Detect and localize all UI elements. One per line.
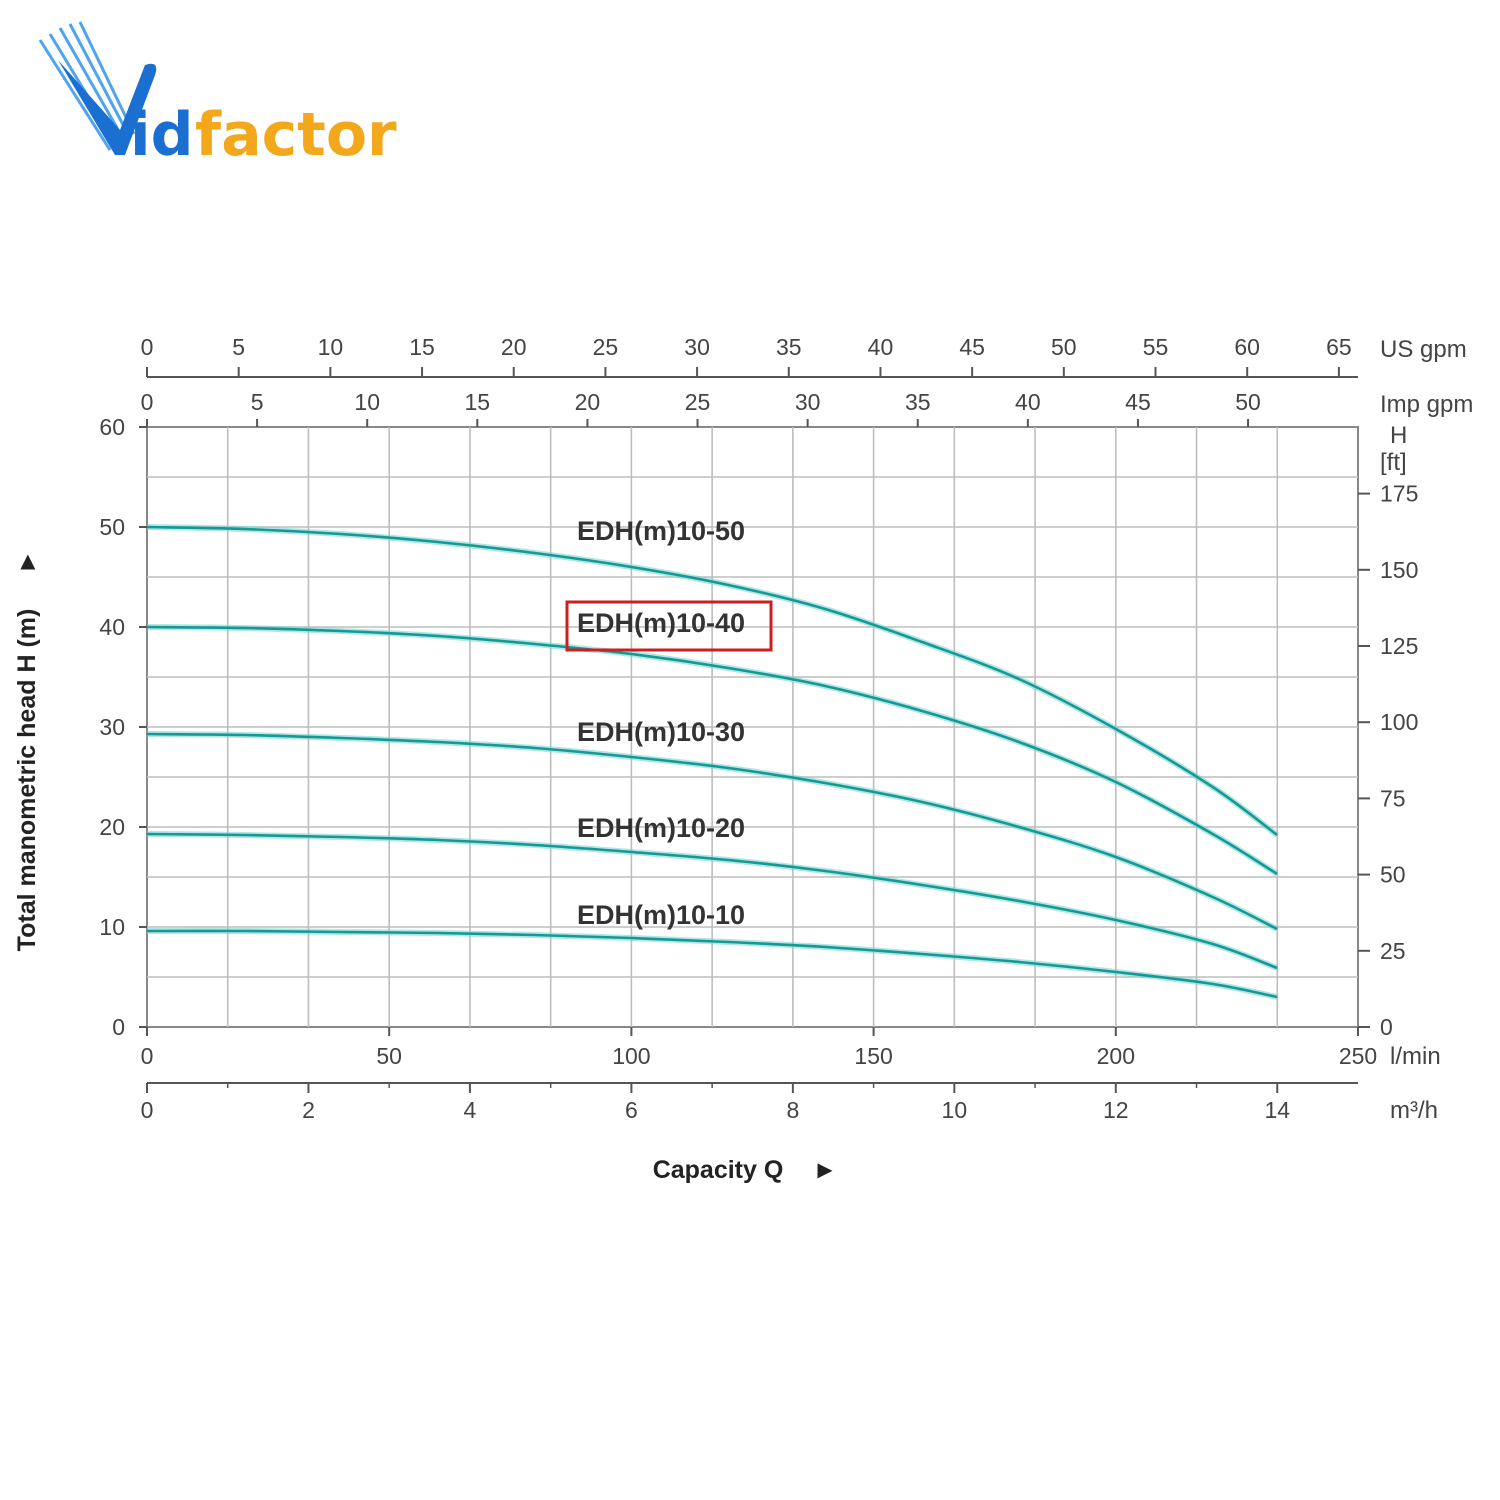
lmin-unit: l/min: [1390, 1043, 1441, 1070]
y-tick-label: 40: [99, 614, 125, 640]
ft-tick-label: 0: [1380, 1014, 1393, 1040]
x-tick-label: 100: [612, 1043, 650, 1069]
imp-gpm-tick-label: 25: [685, 389, 711, 415]
y-tick-label: 0: [112, 1014, 125, 1040]
us-gpm-tick-label: 25: [593, 334, 619, 360]
ft-tick-label: 25: [1380, 938, 1406, 964]
us-gpm-tick-label: 65: [1326, 334, 1352, 360]
ft-tick-label: 50: [1380, 862, 1406, 888]
m3h-tick-label: 2: [302, 1097, 315, 1123]
curve-line: [146, 832, 1278, 970]
imp-gpm-tick-label: 10: [354, 389, 380, 415]
ft-tick-label: 125: [1380, 633, 1418, 659]
us-gpm-unit: US gpm: [1380, 336, 1467, 363]
us-gpm-tick-label: 40: [868, 334, 894, 360]
curve-line: [146, 625, 1278, 876]
logo-v-icon: [58, 60, 157, 155]
us-gpm-tick-label: 60: [1234, 334, 1260, 360]
y-tick-label: 10: [99, 914, 125, 940]
x-tick-label: 150: [854, 1043, 892, 1069]
x-tick-label: 50: [376, 1043, 402, 1069]
us-gpm-tick-label: 45: [959, 334, 985, 360]
grid: [146, 426, 1359, 1028]
m3h-unit: m³/h: [1390, 1097, 1438, 1124]
us-gpm-tick-label: 20: [501, 334, 527, 360]
curves: [146, 524, 1279, 1000]
ft-unit-label: [ft]: [1380, 449, 1407, 476]
imp-gpm-tick-label: 5: [251, 389, 264, 415]
m3h-tick-label: 14: [1264, 1097, 1290, 1123]
y-tick-label: 50: [99, 514, 125, 540]
x-tick-label: 250: [1339, 1043, 1377, 1069]
us-gpm-tick-label: 30: [684, 334, 710, 360]
us-gpm-tick-label: 55: [1143, 334, 1169, 360]
us-gpm-tick-label: 0: [141, 334, 154, 360]
imp-gpm-tick-label: 0: [141, 389, 154, 415]
logo-mark: id factor: [38, 21, 397, 170]
series-labels: EDH(m)10-50 EDH(m)10-40 EDH(m)10-30 EDH(m)1…: [565, 516, 773, 930]
y-axis-arrow: ►: [13, 550, 41, 575]
imp-gpm-tick-label: 35: [905, 389, 931, 415]
ft-tick-label: 75: [1380, 785, 1406, 811]
imp-gpm-tick-label: 30: [795, 389, 821, 415]
imp-gpm-tick-label: 15: [465, 389, 491, 415]
m3h-tick-label: 10: [942, 1097, 968, 1123]
ft-tick-label: 175: [1380, 481, 1418, 507]
y-tick-label: 60: [99, 414, 125, 440]
logo-text-blue: id: [130, 100, 194, 170]
us-gpm-tick-label: 5: [232, 334, 245, 360]
m3h-tick-label: 4: [464, 1097, 477, 1123]
highlight-box: [565, 600, 773, 652]
imp-gpm-tick-label: 45: [1125, 389, 1151, 415]
y-tick-label: 30: [99, 714, 125, 740]
curve-line: [146, 525, 1278, 837]
x-axis-title: Capacity Q: [653, 1156, 784, 1184]
logo-text-orange: factor: [195, 100, 397, 170]
us-gpm-tick-label: 15: [409, 334, 435, 360]
ft-tick-label: 100: [1380, 709, 1418, 735]
series-label: EDH(m)10-30: [577, 717, 745, 747]
series-label: EDH(m)10-50: [577, 516, 745, 546]
curve-line: [146, 732, 1278, 931]
y-tick-label: 20: [99, 814, 125, 840]
logo: id factor: [30, 20, 410, 180]
m3h-tick-label: 0: [141, 1097, 154, 1123]
series-label: EDH(m)10-20: [577, 813, 745, 843]
m3h-tick-label: 8: [786, 1097, 799, 1123]
y-axis-title: Total manometric head H (m): [13, 609, 41, 952]
series-label: EDH(m)10-10: [577, 900, 745, 930]
x-axis-arrow: ►: [813, 1156, 838, 1184]
us-gpm-tick-label: 10: [318, 334, 344, 360]
imp-gpm-tick-label: 20: [575, 389, 601, 415]
imp-gpm-tick-label: 40: [1015, 389, 1041, 415]
imp-gpm-unit: Imp gpm: [1380, 391, 1473, 418]
imp-gpm-tick-label: 50: [1235, 389, 1261, 415]
ft-h-label: H: [1390, 422, 1407, 449]
us-gpm-tick-label: 35: [776, 334, 802, 360]
m3h-tick-label: 6: [625, 1097, 638, 1123]
x-tick-label: 0: [141, 1043, 154, 1069]
us-gpm-tick-label: 50: [1051, 334, 1077, 360]
m3h-tick-label: 12: [1103, 1097, 1129, 1123]
curve-line: [146, 929, 1278, 999]
x-tick-label: 200: [1097, 1043, 1135, 1069]
ft-tick-label: 150: [1380, 557, 1418, 583]
series-label: EDH(m)10-40: [577, 608, 745, 638]
